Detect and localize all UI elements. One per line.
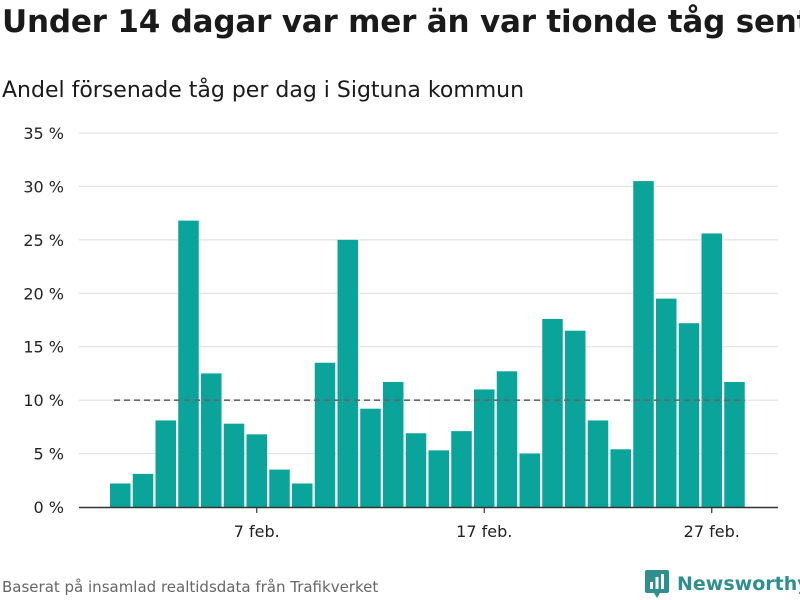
- bar: [246, 434, 267, 507]
- bar: [587, 420, 609, 507]
- x-tick-label: 7 feb.: [234, 522, 280, 541]
- bar: [405, 433, 427, 507]
- bar: [110, 483, 131, 507]
- bar: [542, 318, 563, 507]
- source-note: Baserat på insamlad realtidsdata från Tr…: [2, 578, 379, 596]
- bar: [724, 381, 745, 507]
- y-tick-label: 25 %: [23, 231, 64, 250]
- bar: [519, 453, 540, 507]
- bar: [132, 473, 154, 507]
- x-tick-label: 17 feb.: [456, 522, 512, 541]
- bar: [383, 381, 404, 507]
- x-tick-label: 27 feb.: [684, 522, 740, 541]
- bar: [178, 220, 199, 507]
- bar: [610, 449, 631, 507]
- bar: [314, 362, 336, 507]
- brand-logo: Newsworthy: [644, 568, 800, 600]
- bar: [337, 239, 358, 507]
- y-tick-label: 20 %: [23, 284, 64, 303]
- bar: [678, 323, 700, 507]
- bar: [701, 233, 722, 507]
- bar: [656, 298, 677, 507]
- bar: [565, 330, 586, 507]
- bar: [360, 408, 381, 507]
- y-tick-label: 15 %: [23, 338, 64, 357]
- newsworthy-logo-icon: [645, 570, 669, 598]
- bar: [633, 181, 654, 508]
- chart-title: Under 14 dagar var mer än var tionde tåg…: [2, 4, 800, 40]
- x-axis: [79, 506, 778, 513]
- bar: [451, 431, 472, 507]
- bar: [223, 423, 245, 507]
- bar: [292, 483, 313, 507]
- y-tick-label: 10 %: [23, 391, 64, 410]
- bar-chart: 0 % 5 % 10 % 15 % 20 % 25 % 30 % 35 % 7 feb. 17 …: [23, 124, 778, 541]
- bar: [155, 420, 176, 507]
- bar: [428, 450, 449, 507]
- y-tick-label: 35 %: [23, 124, 64, 143]
- chart-subtitle: Andel försenade tåg per dag i Sigtuna ko…: [2, 78, 525, 103]
- bar: [496, 371, 518, 507]
- y-axis-tick-labels: 0 % 5 % 10 % 15 % 20 % 25 % 30 % 35 %: [23, 124, 64, 517]
- y-tick-label: 5 %: [34, 445, 64, 464]
- brand-name: Newsworthy: [677, 573, 800, 595]
- bars: [110, 181, 745, 508]
- y-tick-label: 0 %: [34, 498, 64, 517]
- bar: [201, 373, 222, 507]
- y-tick-label: 30 %: [23, 177, 64, 196]
- bar: [269, 469, 290, 507]
- x-axis-tick-labels: 7 feb. 17 feb. 27 feb.: [234, 522, 740, 541]
- bar: [474, 389, 495, 507]
